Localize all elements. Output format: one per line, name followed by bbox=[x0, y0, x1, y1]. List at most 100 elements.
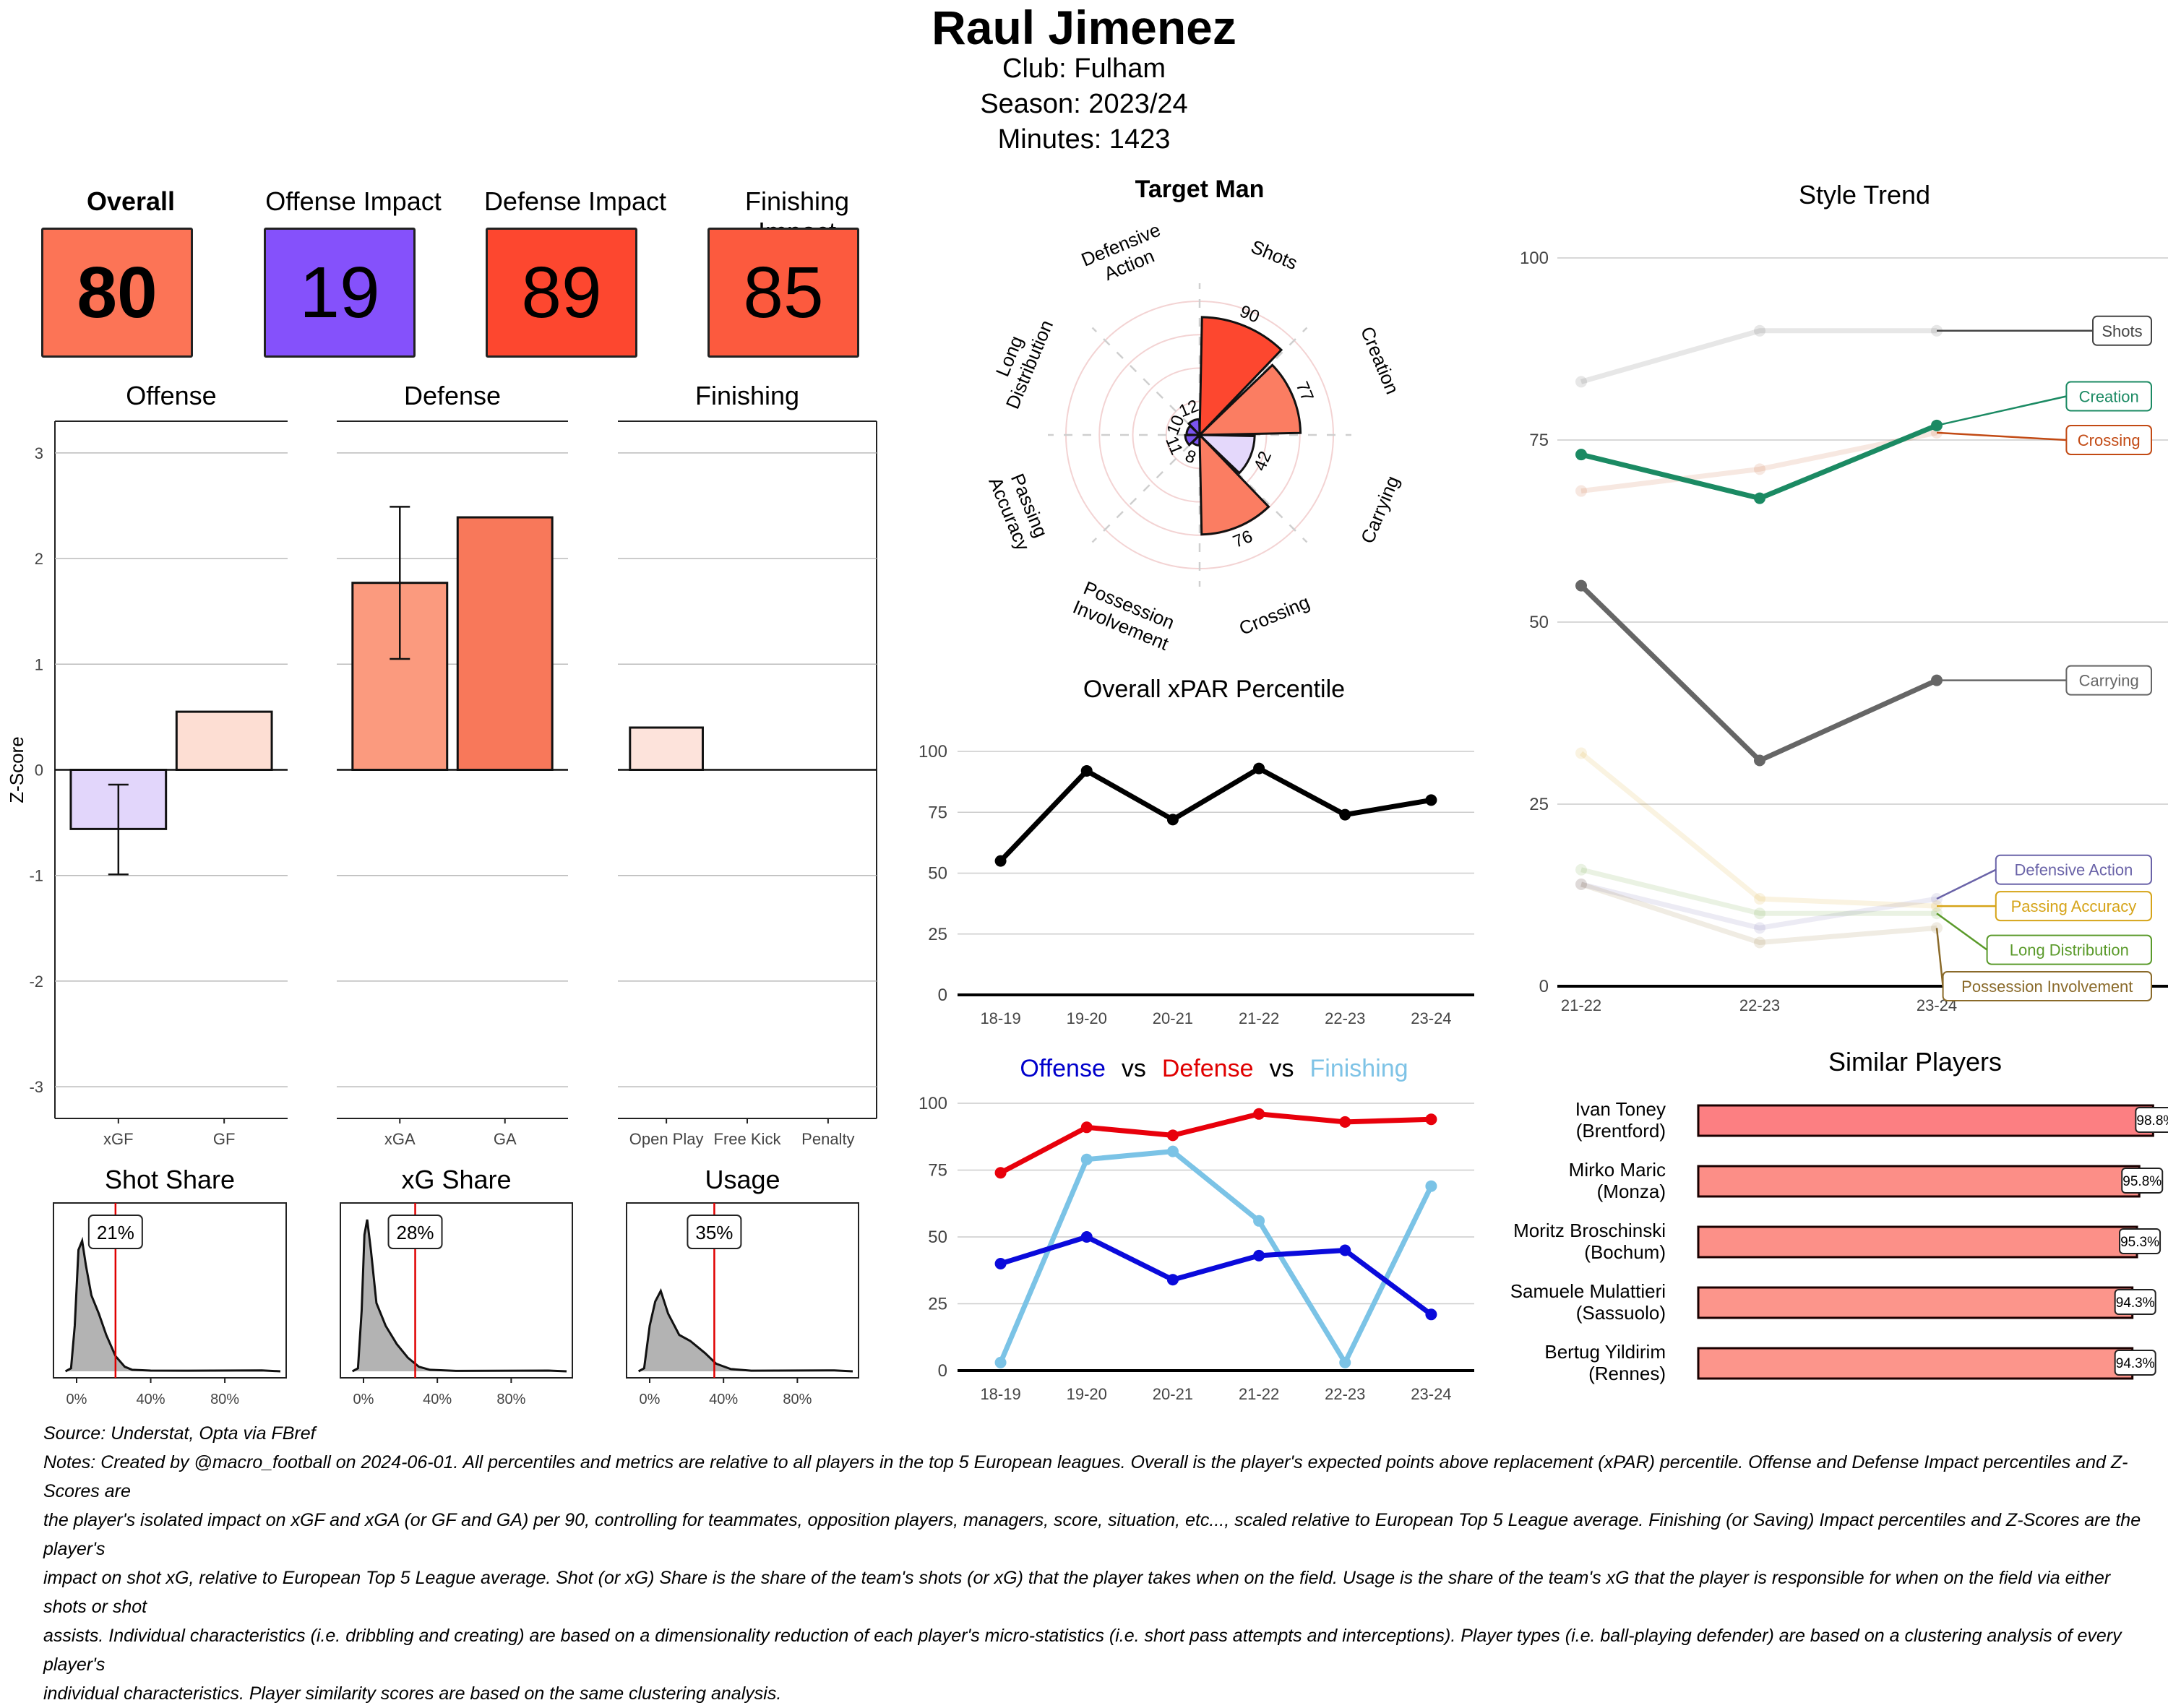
x-tick-label: GF bbox=[213, 1130, 236, 1148]
similar-player-name: Mirko Maric bbox=[1569, 1159, 1666, 1181]
y-tick-label: 50 bbox=[1529, 613, 1549, 632]
radar-category-label: Crossing bbox=[1236, 591, 1312, 639]
notes-block: Notes: Created by @macro_football on 202… bbox=[43, 1448, 2154, 1708]
y-tick-label: 25 bbox=[928, 1295, 947, 1314]
density-area bbox=[352, 1220, 567, 1371]
style-line bbox=[1579, 584, 1938, 764]
y-tick-label: 50 bbox=[928, 864, 947, 884]
density-area bbox=[65, 1241, 281, 1371]
player-name: Raul Jimenez bbox=[932, 1, 1236, 54]
x-tick-label: 40% bbox=[137, 1392, 165, 1407]
x-tick-label: 40% bbox=[423, 1392, 452, 1407]
style-label: Crossing bbox=[2078, 431, 2141, 449]
style-point bbox=[1754, 893, 1765, 905]
x-tick-label: xGF bbox=[103, 1130, 134, 1148]
density-label-box bbox=[87, 1215, 143, 1249]
similar-value-box bbox=[2114, 1289, 2156, 1315]
y-tick-label: 100 bbox=[919, 1094, 947, 1113]
y-tick-label: 0 bbox=[35, 762, 43, 780]
similar-player-club: (Monza) bbox=[1597, 1181, 1666, 1202]
density-curve bbox=[637, 1288, 853, 1373]
density-frame bbox=[53, 1202, 287, 1379]
radar-category-text: Shots bbox=[1248, 236, 1301, 274]
radar-category-text: Creation bbox=[1356, 324, 1403, 397]
style-line bbox=[1580, 881, 1937, 946]
radar-chart: Target Man 90 Shots 77 Creation 42 Carrying 76 C… bbox=[984, 176, 1403, 655]
metric-value-box: 89 bbox=[486, 228, 637, 358]
x-tick-label: 80% bbox=[783, 1392, 812, 1407]
style-point bbox=[1754, 922, 1765, 934]
similar-player-name: Ivan Toney bbox=[1575, 1098, 1666, 1120]
density-label: 35% bbox=[695, 1222, 733, 1243]
x-tick-label: 22-23 bbox=[1325, 1009, 1365, 1026]
radar-grid-circle bbox=[1098, 334, 1301, 536]
panel-title: Finishing bbox=[695, 381, 799, 410]
notes-line: individual characteristics. Player simil… bbox=[43, 1683, 782, 1704]
density-title: xG Share bbox=[401, 1165, 511, 1194]
x-tick-label: 20-21 bbox=[1153, 1385, 1193, 1402]
y-tick-label: -3 bbox=[29, 1078, 43, 1096]
density-chart: Shot Share 21% 0% 40% 80% xG Share 28% 0% 40% 80%… bbox=[53, 1165, 859, 1407]
metric-value-box: 19 bbox=[264, 228, 416, 358]
odf-title: Offense vs Defense vs Finishing bbox=[1020, 1055, 1408, 1082]
offense-defense-finishing-chart: Offense vs Defense vs Finishing 0 25 50 75 100 18-… bbox=[919, 1055, 1474, 1402]
y-tick-label: 2 bbox=[35, 550, 43, 568]
style-title: Style Trend bbox=[1799, 180, 1930, 210]
radar-category-label: Shots bbox=[1248, 236, 1301, 274]
odf-point bbox=[994, 1258, 1007, 1269]
density-curve bbox=[351, 1219, 567, 1373]
x-tick-label: 0% bbox=[353, 1392, 374, 1407]
similar-value-label: 98.8% bbox=[2136, 1113, 2168, 1129]
style-label-connector bbox=[1936, 868, 1997, 900]
radar-wedge bbox=[1198, 432, 1270, 536]
style-point bbox=[1754, 754, 1765, 767]
odf-point bbox=[1080, 1153, 1093, 1165]
radar-category-text: Crossing bbox=[1236, 591, 1312, 639]
metric-label: Overall bbox=[86, 186, 176, 216]
y-tick-label: 75 bbox=[1529, 431, 1549, 450]
radar-category-label: Carrying bbox=[1356, 473, 1403, 546]
density-title: Usage bbox=[705, 1165, 780, 1194]
style-line bbox=[1580, 328, 1937, 384]
style-label-box bbox=[1986, 934, 2152, 965]
xpar-point bbox=[1080, 764, 1093, 777]
x-tick-label: GA bbox=[494, 1130, 517, 1148]
odf-point bbox=[1339, 1244, 1351, 1256]
similar-player-bar bbox=[1697, 1225, 2138, 1259]
odf-title-part: vs bbox=[1122, 1055, 1146, 1082]
x-tick-label: 0% bbox=[66, 1392, 87, 1407]
style-label: Long Distribution bbox=[2010, 941, 2129, 959]
zscore-bar bbox=[629, 726, 704, 771]
odf-point bbox=[1339, 1116, 1351, 1128]
style-label: Creation bbox=[2079, 388, 2139, 406]
metric-value: 19 bbox=[299, 251, 380, 333]
radar-category-text: Carrying bbox=[1356, 473, 1403, 546]
odf-point bbox=[994, 1167, 1007, 1179]
similar-player-name: Bertug Yildirim bbox=[1544, 1341, 1666, 1363]
y-tick-label: 50 bbox=[928, 1228, 947, 1247]
x-tick-label: Free Kick bbox=[714, 1130, 782, 1148]
metric-label: Defense Impact bbox=[483, 186, 667, 216]
style-label-box bbox=[1995, 891, 2152, 922]
style-point bbox=[1575, 878, 1587, 890]
xpar-chart: Overall xPAR Percentile 0 25 50 75 100 18-19 19… bbox=[919, 676, 1474, 1026]
zscore-chart: Z-Score -3 -2 -1 0 1 2 3 Offense xGF GF Defense xGA G… bbox=[6, 381, 877, 1148]
x-tick-label: 18-19 bbox=[980, 1385, 1020, 1402]
style-point bbox=[1754, 324, 1765, 337]
style-point bbox=[1754, 463, 1765, 475]
y-tick-label: 75 bbox=[928, 803, 947, 822]
metric-value-box: 80 bbox=[41, 228, 193, 358]
x-tick-label: 23-24 bbox=[1411, 1009, 1451, 1026]
y-tick-label: 75 bbox=[928, 1161, 947, 1181]
x-tick-label: 18-19 bbox=[980, 1009, 1020, 1026]
x-tick-label: 19-20 bbox=[1067, 1385, 1107, 1402]
y-tick-label: 0 bbox=[1539, 977, 1549, 996]
metric-value: 89 bbox=[521, 251, 602, 333]
similar-value-label: 95.8% bbox=[2122, 1174, 2161, 1189]
radar-spoke bbox=[1091, 444, 1190, 543]
xpar-title: Overall xPAR Percentile bbox=[1083, 676, 1345, 703]
